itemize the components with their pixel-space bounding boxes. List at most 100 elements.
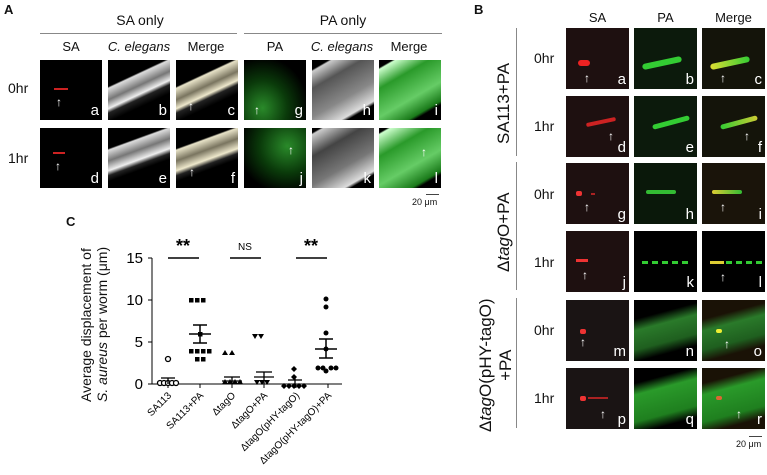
row-label: 0hr [534,50,555,66]
col-header-c-elegans: C. elegans [310,39,374,54]
micrograph-b-m: ↑ m [566,300,629,361]
micrograph-b-r: ↑ r [702,368,765,429]
micrograph-b-q: q [634,368,697,429]
image-letter: b [158,102,167,119]
image-letter: h [685,206,694,223]
group-divider [516,28,517,156]
scale-bar-label: 20 μm [412,197,438,207]
image-letter: a [617,71,626,88]
y-tick-10: 10 [126,292,143,309]
micrograph-b-e: e [634,96,697,157]
micrograph-merge-pa-0hr: i [379,60,441,120]
divider [40,33,237,34]
arrow-icon: ↑ [56,95,62,109]
micrograph-b-p: ↑ p [566,368,629,429]
group-header-sa-only: SA only [116,12,164,28]
y-tick-0: 0 [135,376,143,393]
image-letter: r [757,411,762,428]
significance-marker: ** [176,236,190,256]
image-letter: i [434,102,438,119]
micrograph-merge-1hr: ↑ f [176,128,238,188]
y-tick-15: 15 [126,250,143,267]
arrow-icon: ↑ [254,103,260,117]
arrow-icon: ↑ [744,129,750,143]
group-label-dtago-pa: ΔtagO+PA [494,192,514,272]
col-header-sa: SA [62,39,80,54]
row-label-1hr: 1hr [8,150,29,166]
arrow-icon: ↑ [720,270,726,284]
image-letter: p [617,411,626,428]
group-label-line2: +PA [496,349,515,381]
micrograph-b-l: ↑ l [702,231,765,292]
image-letter: g [617,206,626,223]
image-letter: i [758,206,762,223]
image-letter: c [227,102,236,119]
scale-bar-label: 20 μm [736,439,762,449]
image-letter: e [685,139,694,156]
arrow-icon: ↑ [421,145,427,159]
row-label: 0hr [534,186,555,202]
image-letter: b [685,71,694,88]
arrow-icon: ↑ [584,200,590,214]
group-label-text: O(pHY-tagO) [476,298,495,397]
image-letter: n [685,343,694,360]
group-divider [516,298,517,428]
image-letter: j [622,274,626,291]
micrograph-merge-0hr: ↑ c [176,60,238,120]
image-letter: f [757,139,762,156]
arrow-icon: ↑ [584,71,590,85]
image-letter: m [613,343,627,360]
series-dtago-phy-pa [315,296,339,374]
scale-bar [749,436,762,437]
gene-name: tag [494,237,513,261]
micrograph-b-i: ↑ i [702,163,765,224]
arrow-icon: ↑ [724,337,730,351]
micrograph-c-elegans-1hr: e [108,128,170,188]
arrow-icon: ↑ [582,268,588,282]
arrow-icon: ↑ [288,143,294,157]
scatter-chart: 0 5 10 15 ** NS ** [126,236,342,467]
col-header-sa: SA [588,10,607,25]
micrograph-b-n: n [634,300,697,361]
arrow-icon: ↑ [720,71,726,85]
micrograph-b-f: ↑ f [702,96,765,157]
micrograph-b-o: ↑ o [702,300,765,361]
panel-c-label: C [66,214,76,229]
x-tick-label: ΔtagO(pHY-tagO) [239,390,302,453]
micrograph-b-a: ↑ a [566,28,629,89]
image-letter: l [758,274,762,291]
series-dtago-pa [252,334,270,385]
group-label-dtago-phy-pa: ΔtagO(pHY-tagO) +PA [476,298,516,432]
micrograph-c-elegans-pa-1hr: k [312,128,374,188]
micrograph-sa-0hr: ↑ a [40,60,102,120]
micrograph-pa-0hr: ↑ g [244,60,306,120]
micrograph-merge-pa-1hr: ↑ l [379,128,441,188]
image-letter: g [294,102,303,119]
col-header-merge: Merge [187,39,225,54]
x-tick-label: ΔtagO [210,390,238,418]
image-letter: h [362,102,371,119]
divider [244,33,442,34]
group-divider [516,162,517,290]
micrograph-c-elegans-pa-0hr: h [312,60,374,120]
significance-marker: NS [238,242,252,253]
arrow-icon: ↑ [608,129,614,143]
panel-a-label: A [4,2,14,17]
arrow-icon: ↑ [720,200,726,214]
col-header-merge: Merge [715,10,752,25]
row-label: 1hr [534,254,555,270]
row-label: 1hr [534,390,555,406]
gene-name: tag [476,397,495,421]
image-letter: d [90,170,99,187]
group-label-text: O+PA [494,192,513,237]
micrograph-b-k: k [634,231,697,292]
micrograph-b-j: ↑ j [566,231,629,292]
micrograph-b-c: ↑ c [702,28,765,89]
arrow-icon: ↑ [189,165,195,179]
row-label: 1hr [534,118,555,134]
micrograph-b-g: ↑ g [566,163,629,224]
series-dtago-phy [281,366,307,389]
image-letter: k [363,170,372,187]
micrograph-c-elegans-0hr: b [108,60,170,120]
group-header-pa-only: PA only [319,12,367,28]
